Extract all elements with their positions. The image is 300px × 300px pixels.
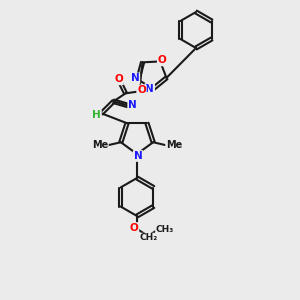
Text: H: H bbox=[92, 110, 101, 120]
Text: CH₂: CH₂ bbox=[140, 233, 158, 242]
Text: Me: Me bbox=[166, 140, 182, 150]
Text: O: O bbox=[158, 56, 167, 65]
Text: Me: Me bbox=[92, 140, 108, 150]
Text: O: O bbox=[130, 223, 138, 233]
Text: N: N bbox=[130, 74, 140, 83]
Text: N: N bbox=[134, 151, 142, 161]
Text: N: N bbox=[146, 84, 154, 94]
Text: O: O bbox=[137, 85, 146, 95]
Text: CH₃: CH₃ bbox=[156, 224, 174, 233]
Text: O: O bbox=[114, 74, 123, 84]
Text: N: N bbox=[128, 100, 137, 110]
